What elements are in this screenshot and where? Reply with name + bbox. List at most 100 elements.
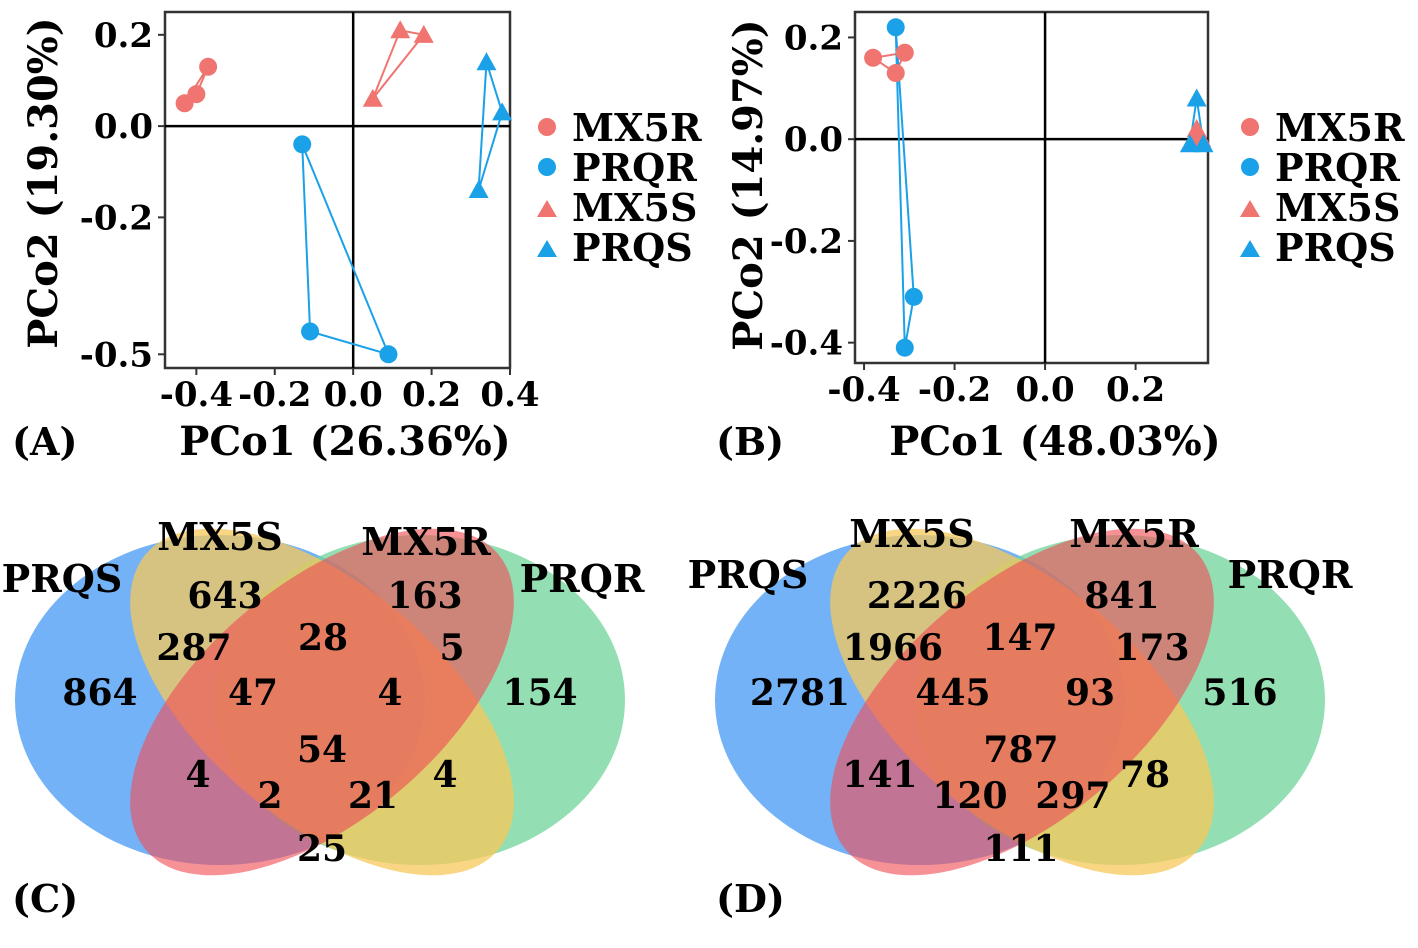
- point-prqs: [1179, 134, 1200, 153]
- venn-count: 173: [1114, 627, 1189, 669]
- venn-count: 120: [932, 775, 1007, 817]
- venn-count: 25: [297, 828, 347, 870]
- panel-label-a: (A): [12, 419, 77, 464]
- x-axis-label-a: PCo1 (26.36%): [179, 418, 510, 465]
- legend-a: MX5R PRQR MX5S PRQS: [537, 105, 702, 270]
- hull-mx5s: [371, 29, 426, 100]
- y-tick-label: -0.4: [770, 324, 843, 364]
- venn-count: 47: [228, 672, 278, 714]
- venn-count: 841: [1084, 575, 1159, 617]
- pcoa-plot-a: -0.4 -0.2 0.0 0.2 0.40.20.0-0.2-0.5 MX5R PRQ…: [12, 10, 702, 465]
- venn-label-mx5s: MX5S: [157, 514, 282, 559]
- venn-values-d: 2781 2226 841 516 1966 147 173 445 93 78…: [750, 575, 1278, 870]
- point-mx5s: [390, 20, 411, 39]
- point-prqs: [492, 102, 513, 121]
- venn-values-c: 864 643 163 154 287 28 5 47 4 54 4 4 2 2…: [62, 575, 577, 870]
- venn-count: 445: [915, 672, 990, 714]
- x-tick-label: -0.2: [918, 370, 991, 410]
- venn-count: 141: [842, 754, 917, 796]
- legend-mx5s-marker: [1240, 200, 1260, 217]
- point-prqs: [476, 52, 497, 71]
- venn-label-prqr: PRQR: [1228, 552, 1353, 597]
- point-prqr: [301, 322, 320, 341]
- venn-count: 2: [257, 775, 282, 817]
- point-mx5r: [175, 94, 194, 113]
- point-mx5r: [864, 48, 883, 67]
- point-prqr: [293, 135, 312, 154]
- venn-mx5r-set: [830, 528, 1214, 876]
- legend-prqs-marker: [537, 240, 557, 257]
- y-tick-label: 0.0: [784, 120, 843, 160]
- venn-count: 93: [1065, 672, 1115, 714]
- y-tick-label: -0.2: [770, 222, 843, 262]
- y-tick-label: 0.2: [94, 16, 153, 56]
- point-mx5s: [362, 88, 383, 107]
- venn-label-mx5s: MX5S: [849, 511, 974, 556]
- legend-prqs-label: PRQS: [572, 225, 693, 270]
- y-tick-label: -0.5: [80, 335, 153, 375]
- legend-mx5r-marker: [538, 118, 556, 136]
- panel-label-d: (D): [716, 876, 785, 921]
- x-axis-label-b: PCo1 (48.03%): [889, 418, 1220, 465]
- venn-count: 21: [348, 775, 398, 817]
- legend-mx5s-label: MX5S: [572, 185, 697, 230]
- venn-label-mx5r: MX5R: [361, 519, 491, 564]
- y-tick-label: 0.2: [784, 18, 843, 58]
- point-mx5r: [199, 57, 218, 76]
- point-prqr: [895, 338, 914, 357]
- x-tick-label: -0.4: [827, 370, 900, 410]
- x-tick-label: 0.2: [1106, 370, 1165, 410]
- legend-mx5r-label: MX5R: [1275, 105, 1405, 150]
- venn-count: 54: [297, 729, 347, 771]
- venn-diagram-d: PRQS MX5S MX5R PRQR 2781 2226 841 516 19…: [688, 511, 1353, 921]
- venn-count: 2781: [750, 672, 850, 714]
- venn-count: 1966: [843, 627, 943, 669]
- venn-diagram-c: PRQS MX5S MX5R PRQR 864 643 163 154 287 …: [2, 514, 645, 921]
- venn-count: 643: [187, 575, 262, 617]
- legend-prqs-marker: [1240, 240, 1260, 257]
- point-mx5r: [895, 43, 914, 62]
- venn-count: 28: [298, 617, 348, 659]
- venn-count: 4: [432, 754, 457, 796]
- pcoa-plot-b: -0.4 -0.2 0.0 0.2 0.2 0.0 -0.2 -0.4 MX5R PRQR M…: [716, 10, 1405, 465]
- venn-count: 78: [1120, 754, 1170, 796]
- hull-prqr: [894, 27, 915, 348]
- legend-prqr-label: PRQR: [572, 145, 697, 190]
- point-mx5r: [886, 64, 905, 83]
- x-tick-label: 0.0: [324, 375, 383, 415]
- venn-mx5r-set: [130, 528, 514, 876]
- venn-count: 111: [983, 828, 1058, 870]
- y-axis-label-a: PCo2 (19.30%): [20, 17, 67, 348]
- venn-label-prqs: PRQS: [2, 556, 123, 601]
- venn-count: 864: [62, 672, 137, 714]
- point-prqs: [1186, 88, 1207, 107]
- legend-mx5r-marker: [1241, 118, 1259, 136]
- venn-label-prqr: PRQR: [520, 556, 645, 601]
- y-axis-label-b: PCo2 (14.97%): [725, 19, 772, 350]
- venn-count: 516: [1202, 672, 1277, 714]
- x-tick-label: -0.4: [160, 375, 233, 415]
- point-prqr: [904, 287, 923, 306]
- point-prqs: [1193, 134, 1214, 153]
- venn-count: 297: [1035, 775, 1110, 817]
- venn-count: 147: [982, 617, 1057, 659]
- venn-label-mx5r: MX5R: [1069, 511, 1199, 556]
- legend-mx5r-label: MX5R: [572, 105, 702, 150]
- legend-b: MX5R PRQR MX5S PRQS: [1240, 105, 1405, 270]
- panel-label-b: (B): [716, 419, 784, 464]
- y-tick-label: 0.0: [94, 107, 153, 147]
- venn-count: 287: [156, 627, 231, 669]
- venn-count: 5: [439, 627, 464, 669]
- point-prqr: [379, 345, 398, 364]
- legend-mx5s-marker: [537, 200, 557, 217]
- hull-prqs: [477, 61, 504, 191]
- venn-count: 154: [502, 672, 577, 714]
- x-tick-label: 0.2: [402, 375, 461, 415]
- y-tick-label: -0.2: [80, 198, 153, 238]
- legend-mx5s-label: MX5S: [1275, 185, 1400, 230]
- venn-count: 4: [377, 672, 402, 714]
- point-mx5s: [413, 24, 434, 43]
- x-tick-label: -0.2: [238, 375, 311, 415]
- x-tick-label: 0.0: [1015, 370, 1074, 410]
